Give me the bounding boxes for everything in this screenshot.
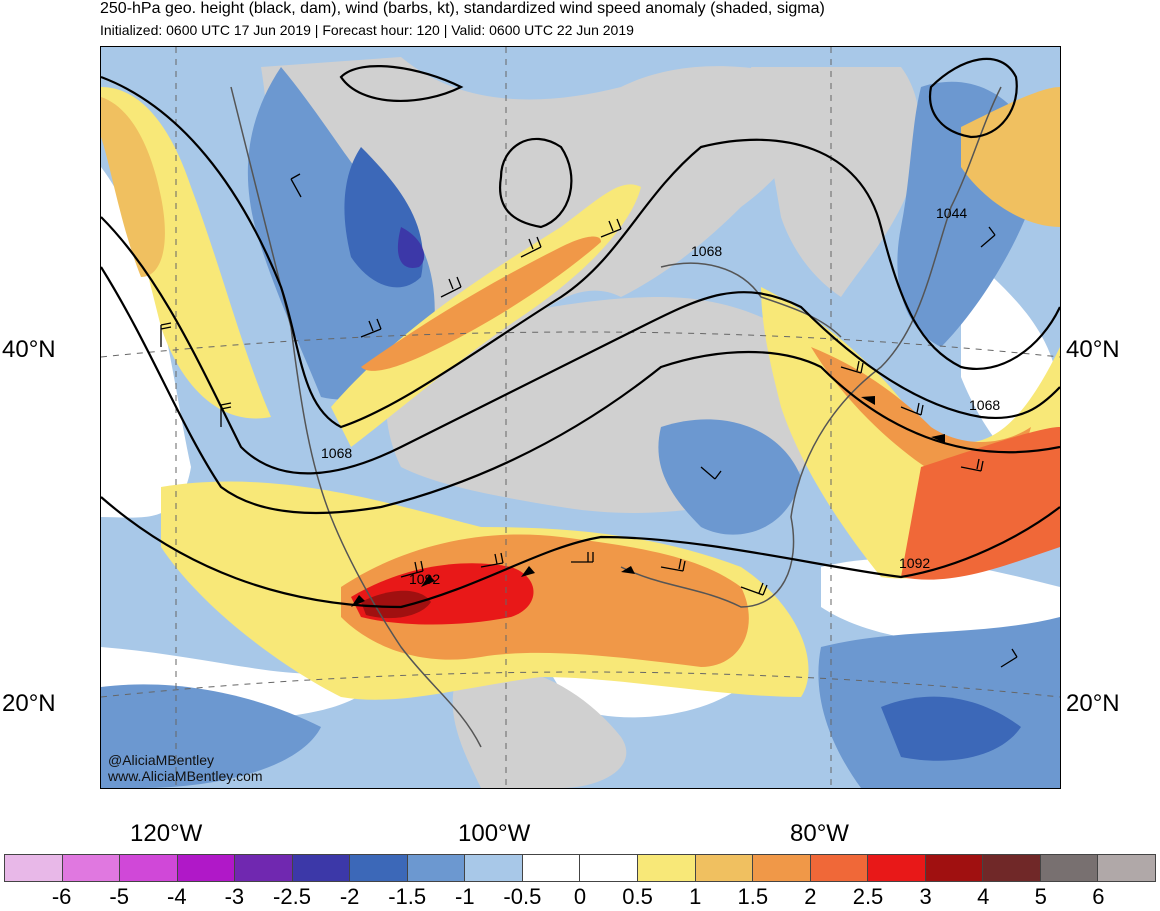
map-panel: 1068 1068 1068 1044 1092 1092 — [100, 46, 1061, 789]
colorbar-swatch — [522, 855, 581, 881]
colorbar-label: 2 — [804, 884, 817, 909]
contour-label: 1068 — [321, 445, 353, 461]
colorbar-swatch — [638, 855, 696, 881]
lat-label-20n-left: 20°N — [2, 690, 56, 717]
colorbar-swatch — [235, 855, 293, 881]
colorbar-label: -6 — [51, 884, 72, 909]
contour-label: 1092 — [409, 571, 441, 587]
colorbar-swatch — [350, 855, 408, 881]
wind-barbs — [160, 173, 1018, 668]
anomaly-neutral-west — [101, 167, 191, 518]
colorbar-label: -2.5 — [273, 884, 311, 909]
colorbar-label: 0 — [573, 884, 587, 909]
anomaly-negative-northwest — [247, 67, 435, 400]
colorbar-label: 4 — [977, 884, 990, 909]
anomaly-negative-caribbean-core — [881, 696, 1021, 761]
anomaly-negative-southeast — [658, 419, 801, 535]
lat-label-40n-right: 40°N — [1066, 336, 1120, 363]
chart-title: 250-hPa geo. height (black, dam), wind (… — [100, 0, 825, 17]
lon-label-120w: 120°W — [130, 820, 203, 847]
colorbar-swatch — [292, 855, 351, 881]
colorbar-swatch — [868, 855, 926, 881]
colorbar-label: 0.5 — [622, 884, 653, 909]
colorbar-swatch — [177, 855, 236, 881]
colorbar-label: 5 — [1034, 884, 1047, 909]
colorbar-swatch — [983, 855, 1041, 881]
land-gray-hudson — [751, 67, 920, 297]
colorbar-label: -1 — [455, 884, 475, 909]
colorbar — [4, 854, 1156, 882]
colorbar-labels: -6 -5 -4 -3 -2.5 -2 -1.5 -1 -0.5 0 0.5 1 1.5 2 2.5 3 4 5 6 — [4, 884, 1156, 910]
colorbar-label: 3 — [919, 884, 932, 909]
colorbar-swatch — [925, 855, 984, 881]
colorbar-swatch — [695, 855, 754, 881]
colorbar-label: -4 — [167, 884, 187, 909]
colorbar-swatch — [465, 855, 523, 881]
colorbar-swatch — [120, 855, 178, 881]
watermark-url: www.AliciaMBentley.com — [108, 768, 263, 784]
colorbar-swatch — [407, 855, 466, 881]
colorbar-label: -1.5 — [388, 884, 427, 909]
colorbar-swatch — [1098, 855, 1155, 881]
colorbar-label: 6 — [1092, 884, 1105, 909]
anomaly-negative-peak — [397, 227, 425, 268]
colorbar-swatch — [580, 855, 639, 881]
colorbar-label: -0.5 — [503, 884, 542, 909]
contour-label: 1044 — [936, 205, 968, 221]
height-contours — [101, 57, 1060, 609]
colorbar-label: 2.5 — [852, 884, 884, 909]
contour-label: 1068 — [691, 243, 723, 259]
anomaly-positive-westcoast-inner — [101, 97, 165, 277]
anomaly-positive-atlantic — [901, 427, 1060, 580]
colorbar-label: 1.5 — [737, 884, 769, 909]
colorbar-swatch — [810, 855, 869, 881]
wind-pennants — [351, 396, 945, 607]
contour-label: 1068 — [969, 397, 1001, 413]
map-graphic — [101, 47, 1060, 788]
colorbar-label: -2 — [339, 884, 360, 909]
colorbar-swatch — [5, 855, 63, 881]
watermark-handle: @AliciaMBentley — [108, 752, 215, 768]
lat-label-20n-right: 20°N — [1066, 690, 1120, 717]
colorbar-swatch — [62, 855, 121, 881]
colorbar-swatch — [753, 855, 811, 881]
lon-label-100w: 100°W — [458, 820, 531, 847]
land-gray-mexico — [452, 665, 627, 788]
colorbar-label: 1 — [689, 884, 702, 909]
lon-label-80w: 80°W — [790, 820, 849, 847]
anomaly-neutral-caribbean — [821, 558, 1060, 647]
colorbar-swatch — [1040, 855, 1099, 881]
lat-label-40n-left: 40°N — [2, 336, 56, 363]
anomaly-negative-pacific — [101, 684, 321, 788]
coastlines — [230, 86, 1002, 748]
chart-subtitle: Initialized: 0600 UTC 17 Jun 2019 | Fore… — [100, 22, 634, 38]
colorbar-label: -5 — [109, 884, 129, 909]
anomaly-positive-jet-north-core — [361, 236, 601, 371]
graticule — [101, 47, 1060, 788]
colorbar-label: -3 — [224, 884, 245, 909]
contour-label: 1092 — [899, 555, 931, 571]
